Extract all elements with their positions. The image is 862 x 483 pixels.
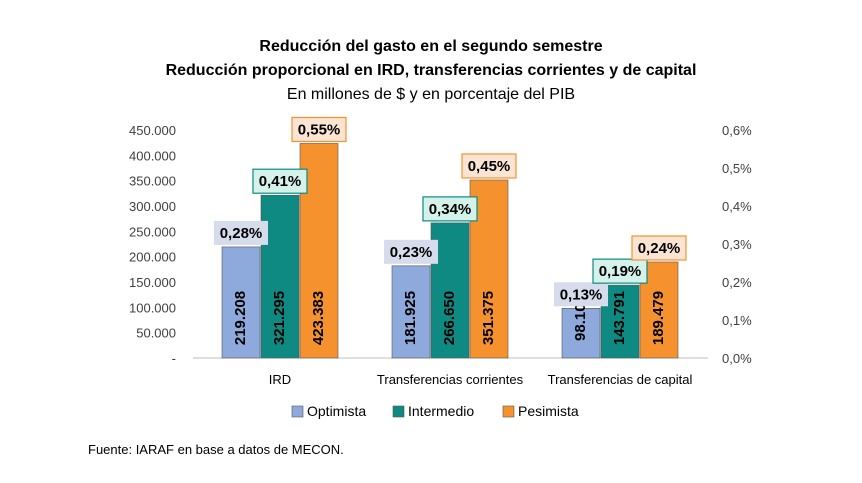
y2-tick-label: 0,2%: [722, 275, 752, 290]
pct-label-box: [631, 235, 687, 261]
y-tick-label: 100.000: [129, 300, 176, 315]
y-tick-label: -: [172, 351, 176, 366]
bar-value-label: 98.103: [572, 295, 589, 341]
x-category-label: Transferencias corrientes: [377, 372, 524, 387]
pct-label-box: [461, 153, 517, 179]
legend-swatch: [392, 405, 405, 418]
source-note: Fuente: IARAF en base a datos de MECON.: [88, 442, 344, 457]
pct-label-box: [422, 196, 478, 222]
y2-tick-label: 0,5%: [722, 161, 752, 176]
pct-label: 0,55%: [298, 121, 341, 138]
y-tick-label: 250.000: [129, 224, 176, 239]
x-category-label: Transferencias de capital: [548, 372, 693, 387]
pct-label-box: [592, 258, 648, 284]
y-tick-label: 400.000: [129, 148, 176, 163]
y2-tick-label: 0,1%: [722, 313, 752, 328]
pct-label: 0,13%: [560, 286, 603, 303]
bar-value-label: 423.383: [310, 291, 327, 345]
legend-swatch: [502, 405, 515, 418]
y-tick-label: 50.000: [136, 326, 176, 341]
pct-label: 0,28%: [220, 225, 263, 242]
bar: [561, 307, 601, 359]
y-tick-label: 450.000: [129, 123, 176, 138]
pct-label: 0,45%: [468, 158, 511, 175]
y2-tick-label: 0,4%: [722, 199, 752, 214]
pct-label-box: [384, 239, 438, 264]
bar-value-label: 321.295: [271, 291, 288, 345]
pct-label: 0,19%: [599, 263, 642, 280]
bar: [391, 265, 431, 359]
pct-label-box: [214, 220, 268, 245]
bar-value-label: 351.375: [480, 291, 497, 345]
chart-units-subtitle: En millones de $ y en porcentaje del PIB: [286, 86, 576, 103]
legend-label: Pesimista: [518, 403, 579, 419]
pct-label-box: [252, 168, 308, 194]
bar: [221, 246, 261, 359]
y-tick-label: 300.000: [129, 199, 176, 214]
bar-value-label: 189.479: [650, 291, 667, 345]
legend-swatch: [291, 405, 304, 418]
y2-tick-label: 0,3%: [722, 237, 752, 252]
legend-label: Intermedio: [408, 403, 474, 419]
pct-label: 0,24%: [638, 240, 681, 257]
pct-label: 0,41%: [259, 173, 302, 190]
y-tick-label: 150.000: [129, 275, 176, 290]
bar-value-label: 266.650: [441, 291, 458, 345]
bar-value-label: 181.925: [402, 291, 419, 345]
bar-value-label: 219.208: [232, 291, 249, 345]
chart-subtitle: Reducción proporcional en IRD, transfere…: [165, 62, 697, 79]
pct-label: 0,34%: [429, 201, 472, 218]
pct-label: 0,23%: [390, 244, 433, 261]
x-category-label: IRD: [269, 372, 291, 387]
y2-tick-label: 0,0%: [722, 351, 752, 366]
y2-tick-label: 0,6%: [722, 123, 752, 138]
legend-label: Optimista: [307, 403, 366, 419]
pct-label-box: [291, 116, 347, 143]
bar-value-label: 143.791: [611, 291, 628, 345]
pct-label-box: [554, 282, 608, 307]
chart-title: Reducción del gasto en el segundo semest…: [259, 38, 603, 55]
y-tick-label: 350.000: [129, 174, 176, 189]
y-tick-label: 200.000: [129, 250, 176, 265]
